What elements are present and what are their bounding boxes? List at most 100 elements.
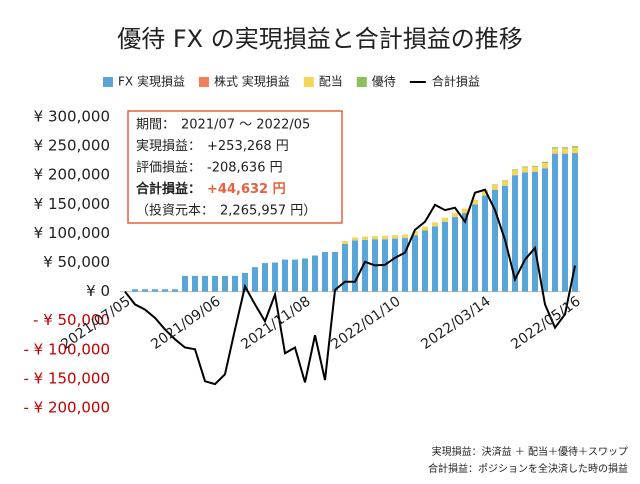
y-tick-label: ¥ 0 (86, 282, 110, 300)
bar (172, 289, 178, 292)
bar (502, 181, 508, 186)
summary-value: +253,268 円 (207, 139, 289, 154)
bar (562, 153, 568, 292)
bar (562, 148, 568, 154)
bar (332, 252, 338, 292)
legend-label: 優待 (372, 75, 396, 89)
bar (552, 153, 558, 292)
bar (512, 170, 518, 176)
legend-swatch (198, 77, 209, 87)
bar (522, 166, 528, 168)
bar (362, 236, 368, 240)
bar (302, 258, 308, 292)
bar (572, 146, 578, 148)
y-tick-label: ¥ 100,000 (34, 224, 110, 242)
bar (162, 289, 168, 292)
bar (282, 259, 288, 292)
legend-label: FX 実現損益 (118, 74, 185, 89)
y-tick-label: - ¥ 150,000 (23, 369, 110, 387)
bar (452, 217, 458, 292)
bar (222, 275, 228, 292)
bar (472, 199, 478, 205)
bar (532, 165, 538, 167)
legend-swatch (303, 77, 314, 87)
summary-box (127, 110, 343, 224)
bar (132, 289, 138, 292)
legend-label: 株式 実現損益 (214, 74, 290, 89)
bar (502, 180, 508, 182)
y-tick-label: ¥ 50,000 (43, 253, 110, 271)
bar (242, 272, 248, 292)
bar (562, 147, 568, 149)
bar (402, 234, 408, 239)
bar (382, 235, 388, 240)
bar (392, 238, 398, 292)
summary-label: 評価損益： (136, 161, 201, 176)
legend-swatch (103, 77, 113, 87)
bar (552, 147, 558, 149)
bar (212, 275, 218, 292)
legend-label: 合計損益 (432, 74, 480, 89)
bar (422, 230, 428, 292)
bar (412, 231, 418, 236)
bar (342, 240, 348, 244)
bar (542, 161, 548, 163)
y-tick-label: - ¥ 50,000 (33, 311, 110, 329)
legend-label: 配当 (319, 75, 343, 89)
bar (352, 237, 358, 241)
bar (432, 222, 438, 227)
bar (152, 289, 158, 292)
y-tick-label: ¥ 250,000 (34, 137, 110, 155)
chart-title: 優待 FX の実現損益と合計損益の推移 (117, 25, 523, 53)
bar (492, 189, 498, 292)
bar (532, 171, 538, 292)
bar (572, 147, 578, 154)
bar (512, 175, 518, 292)
summary-label: 合計損益： (136, 181, 201, 197)
bar (392, 235, 398, 239)
bar (552, 148, 558, 154)
bar (402, 238, 408, 292)
bar (462, 213, 468, 292)
y-tick-label: - ¥ 200,000 (23, 399, 110, 417)
bar (362, 239, 368, 292)
y-tick-label: ¥ 150,000 (34, 195, 110, 213)
bar (412, 235, 418, 292)
bar (252, 267, 258, 292)
bar (432, 226, 438, 292)
bar (492, 184, 498, 186)
footnote: 合計損益：ポジションを全決済した時の損益 (428, 462, 628, 475)
bar (342, 243, 348, 292)
bar (182, 275, 188, 292)
y-tick-label: - ¥ 100,000 (23, 340, 110, 358)
bar (522, 172, 528, 292)
bar (232, 275, 238, 292)
bar (522, 167, 528, 173)
bar (312, 255, 318, 292)
summary-value: 2021/07 ～ 2022/05 (181, 118, 310, 133)
y-tick-label: ¥ 300,000 (34, 108, 110, 126)
bar (352, 240, 358, 292)
footnote: 実現損益：決済益 ＋ 配当＋優待＋スワップ (432, 445, 628, 458)
bar (292, 259, 298, 292)
bar (442, 221, 448, 292)
bar (472, 204, 478, 292)
line (124, 188, 576, 386)
bar (442, 217, 448, 222)
bar (572, 153, 578, 292)
y-tick-label: ¥ 200,000 (34, 166, 110, 184)
bar (372, 236, 378, 240)
summary-value: 2,265,957 円） (220, 204, 316, 219)
bar (272, 262, 278, 292)
bar (542, 168, 548, 292)
bar (532, 166, 538, 172)
bar (192, 275, 198, 292)
bar (452, 213, 458, 218)
bar (512, 169, 518, 171)
bar (482, 190, 488, 196)
legend-swatch (356, 77, 367, 87)
bar (262, 263, 268, 292)
summary-label: 期間： (136, 118, 175, 133)
summary-value: -208,636 円 (207, 161, 283, 176)
